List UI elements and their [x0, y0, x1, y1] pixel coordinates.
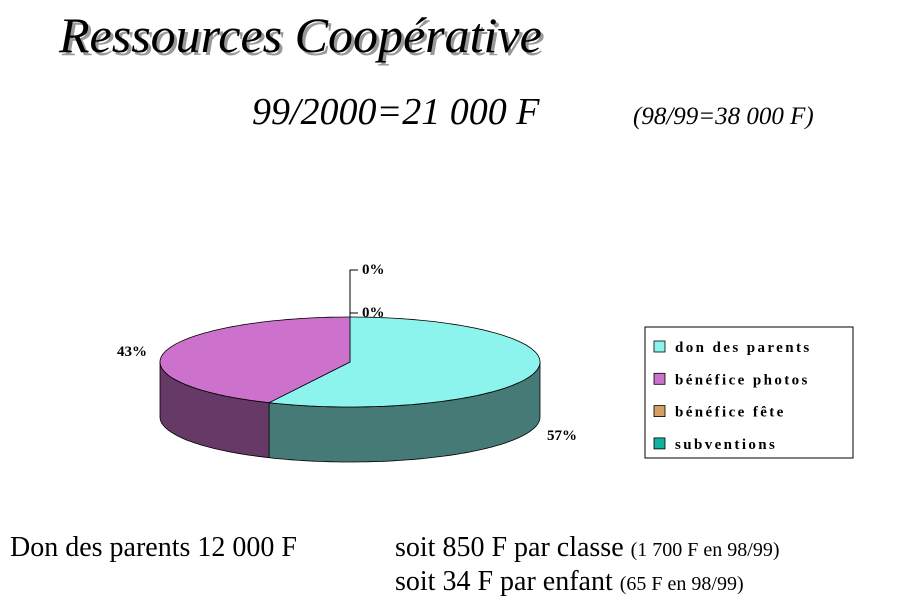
legend-box [644, 326, 854, 459]
value-label: 0% [362, 262, 385, 278]
chart-subtitle: 99/2000=21 000 F [252, 91, 540, 133]
value-label: 57% [547, 428, 577, 444]
legend-label: bénéfice fête [675, 405, 786, 421]
chart-title: Ressources Coopérative [58, 7, 542, 63]
footer-text: soit 850 F par classe [395, 532, 624, 563]
footer-line: soit 34 F par enfant (65 F en 98/99) [395, 566, 744, 597]
leader-line [349, 269, 358, 318]
pie-slice [159, 316, 351, 404]
legend-swatch [653, 405, 666, 418]
legend-swatch [653, 372, 666, 385]
value-label: 0% [362, 305, 385, 321]
legend-label: subventions [675, 437, 777, 453]
footer-detail: (65 F en 98/99) [620, 573, 744, 595]
pie-slice [267, 316, 541, 408]
footer-donation: Don des parents 12 000 F [10, 532, 297, 563]
title-shadow: Ressources Coopérative [61, 10, 545, 66]
footer-line: soit 850 F par classe (1 700 F en 98/99) [395, 532, 780, 563]
legend-swatch [653, 340, 666, 353]
legend-label: bénéfice photos [675, 372, 810, 388]
footer-detail: (1 700 F en 98/99) [631, 539, 780, 561]
legend-label: don des parents [675, 340, 812, 356]
chart-note: (98/99=38 000 F) [633, 103, 814, 130]
value-label: 43% [117, 344, 147, 360]
legend-swatch [653, 437, 666, 450]
footer-text: soit 34 F par enfant [395, 566, 613, 597]
